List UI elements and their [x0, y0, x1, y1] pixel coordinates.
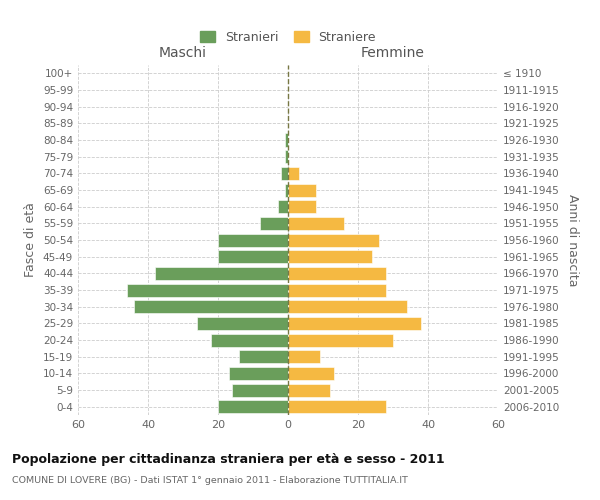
Bar — [232, 384, 288, 396]
Bar — [218, 400, 288, 413]
Bar — [281, 167, 288, 180]
Bar — [288, 250, 372, 263]
Bar — [260, 217, 288, 230]
Bar — [288, 200, 316, 213]
Bar — [127, 284, 288, 296]
Bar — [288, 384, 330, 396]
Bar — [284, 150, 288, 163]
Bar — [155, 267, 288, 280]
Bar — [134, 300, 288, 313]
Bar — [211, 334, 288, 346]
Text: COMUNE DI LOVERE (BG) - Dati ISTAT 1° gennaio 2011 - Elaborazione TUTTITALIA.IT: COMUNE DI LOVERE (BG) - Dati ISTAT 1° ge… — [12, 476, 408, 485]
Bar — [284, 184, 288, 196]
Bar — [229, 367, 288, 380]
Bar — [284, 134, 288, 146]
Text: Maschi: Maschi — [159, 46, 207, 60]
Text: Popolazione per cittadinanza straniera per età e sesso - 2011: Popolazione per cittadinanza straniera p… — [12, 452, 445, 466]
Bar — [218, 250, 288, 263]
Bar — [239, 350, 288, 363]
Bar — [288, 284, 386, 296]
Bar — [288, 267, 386, 280]
Bar — [288, 367, 334, 380]
Bar — [277, 200, 288, 213]
Bar — [288, 234, 379, 246]
Y-axis label: Fasce di età: Fasce di età — [25, 202, 37, 278]
Bar — [218, 234, 288, 246]
Bar — [197, 317, 288, 330]
Text: Femmine: Femmine — [361, 46, 425, 60]
Bar — [288, 317, 421, 330]
Bar — [288, 167, 299, 180]
Bar — [288, 217, 344, 230]
Legend: Stranieri, Straniere: Stranieri, Straniere — [195, 26, 381, 49]
Bar — [288, 300, 407, 313]
Bar — [288, 184, 316, 196]
Bar — [288, 350, 320, 363]
Bar — [288, 400, 386, 413]
Y-axis label: Anni di nascita: Anni di nascita — [566, 194, 579, 286]
Bar — [288, 334, 393, 346]
